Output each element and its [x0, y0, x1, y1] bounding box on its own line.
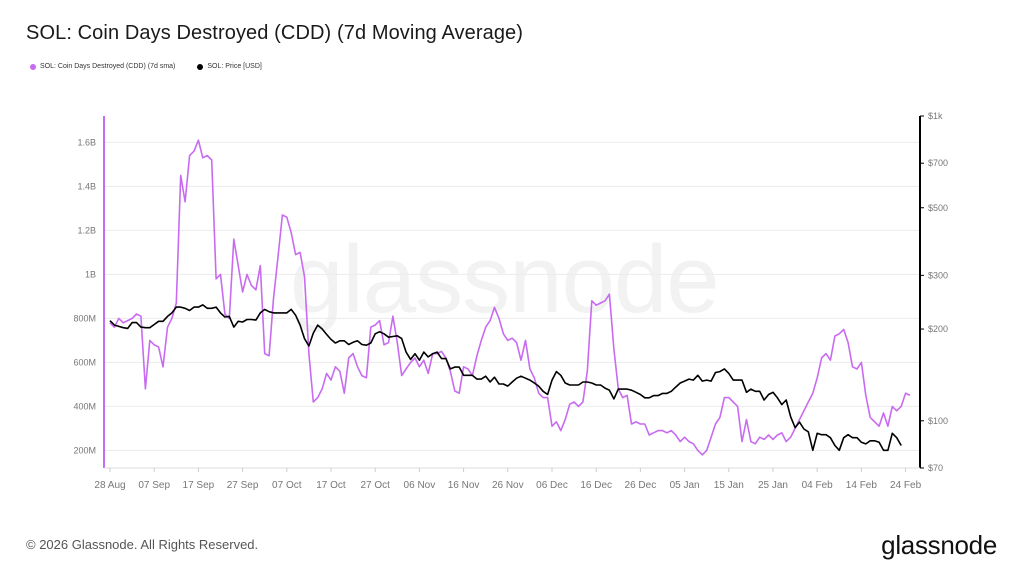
- legend-item-cdd[interactable]: SOL: Coin Days Destroyed (CDD) (7d sma): [30, 63, 175, 70]
- legend-item-price[interactable]: SOL: Price [USD]: [197, 63, 262, 70]
- y-right-tick-label: $200: [928, 324, 948, 334]
- x-tick-label: 07 Oct: [272, 480, 302, 491]
- series-line-price: [109, 304, 902, 452]
- chart-title: SOL: Coin Days Destroyed (CDD) (7d Movin…: [26, 22, 524, 44]
- x-tick-label: 26 Nov: [492, 480, 524, 491]
- y-left-tick-label: 200M: [73, 445, 96, 455]
- y-left-tick-label: 800M: [73, 313, 96, 323]
- y-right-tick-label: $70: [928, 463, 943, 473]
- series-line-cdd: [109, 139, 911, 456]
- x-tick-label: 15 Jan: [714, 480, 744, 491]
- x-tick-label: 06 Dec: [536, 480, 568, 491]
- x-tick-label: 05 Jan: [670, 480, 700, 491]
- x-tick-label: 16 Dec: [580, 480, 612, 491]
- x-tick-label: 14 Feb: [846, 480, 878, 491]
- x-tick-label: 17 Sep: [183, 480, 215, 491]
- y-right-tick-label: $700: [928, 158, 948, 168]
- y-left-tick-label: 1.2B: [77, 225, 96, 235]
- x-tick-label: 27 Sep: [227, 480, 259, 491]
- y-right-tick-label: $1k: [928, 111, 943, 121]
- x-tick-label: 17 Oct: [316, 480, 346, 491]
- copyright-text: © 2026 Glassnode. All Rights Reserved.: [26, 537, 259, 552]
- y-left-tick-label: 1B: [85, 269, 96, 279]
- y-right-tick-label: $100: [928, 416, 948, 426]
- x-tick-label: 26 Dec: [625, 480, 657, 491]
- y-left-tick-label: 1.4B: [77, 181, 96, 191]
- x-tick-label: 07 Sep: [138, 480, 170, 491]
- y-right-tick-label: $300: [928, 270, 948, 280]
- brand-logo: glassnode: [881, 530, 997, 560]
- x-tick-label: 24 Feb: [890, 480, 922, 491]
- x-tick-label: 06 Nov: [404, 480, 436, 491]
- y-left-tick-label: 600M: [73, 357, 96, 367]
- x-tick-label: 04 Feb: [802, 480, 834, 491]
- legend-dot-cdd: [30, 63, 36, 70]
- y-left-tick-label: 1.6B: [77, 137, 96, 147]
- x-tick-label: 25 Jan: [758, 480, 788, 491]
- chart-legend: SOL: Coin Days Destroyed (CDD) (7d sma) …: [30, 63, 262, 70]
- x-tick-label: 28 Aug: [94, 480, 125, 491]
- x-tick-label: 27 Oct: [360, 480, 390, 491]
- legend-label-price: SOL: Price [USD]: [207, 63, 262, 70]
- legend-dot-price: [197, 63, 204, 70]
- y-right-tick-label: $500: [928, 203, 948, 213]
- y-left-tick-label: 400M: [73, 401, 96, 411]
- x-tick-label: 16 Nov: [448, 480, 480, 491]
- legend-label-cdd: SOL: Coin Days Destroyed (CDD) (7d sma): [40, 63, 176, 70]
